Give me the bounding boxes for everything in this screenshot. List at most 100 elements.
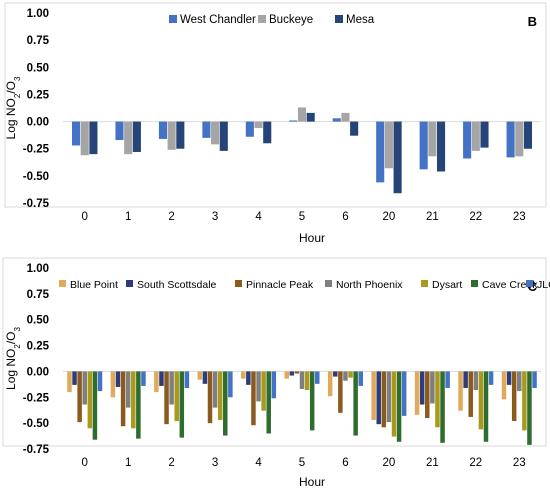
legend-label: Cave Creek xyxy=(482,279,538,291)
bar xyxy=(428,121,437,157)
bar xyxy=(445,371,450,388)
bar xyxy=(87,371,93,429)
x-tick-label: 0 xyxy=(82,211,88,223)
bar xyxy=(333,371,338,377)
bar xyxy=(376,371,381,425)
y-axis-title: Log NO2/O3 xyxy=(4,76,22,139)
bar xyxy=(202,371,208,384)
bar xyxy=(358,371,363,386)
bar xyxy=(435,371,440,428)
legend-swatch xyxy=(169,15,177,23)
bar xyxy=(419,121,428,170)
x-tick-label: 20 xyxy=(383,457,396,469)
bar xyxy=(120,371,126,427)
bar xyxy=(228,371,233,398)
bar xyxy=(207,371,213,424)
y-axis-title-subscript: 3 xyxy=(13,326,22,331)
legend-label: JLG xyxy=(537,279,550,291)
bar xyxy=(532,371,537,388)
bar xyxy=(136,371,141,439)
bar xyxy=(169,371,174,405)
x-tick-label: 0 xyxy=(82,457,88,469)
y-tick-label: 0.50 xyxy=(27,62,49,74)
legend-label: South Scottsdale xyxy=(137,279,217,291)
legend-swatch xyxy=(235,280,242,287)
bar xyxy=(309,371,315,431)
legend-swatch xyxy=(471,280,478,287)
bar xyxy=(332,118,341,122)
bar xyxy=(463,371,468,388)
bar xyxy=(176,121,185,149)
bar xyxy=(471,121,480,151)
bar xyxy=(89,121,98,155)
bar xyxy=(261,371,266,411)
y-axis-title-subscript: 2 xyxy=(13,344,22,349)
x-tick-label: 21 xyxy=(426,457,439,469)
bar xyxy=(211,121,220,145)
bar xyxy=(132,121,141,152)
bar xyxy=(483,371,489,442)
legend-label: Blue Point xyxy=(70,279,118,291)
bar xyxy=(341,112,350,122)
bar xyxy=(245,121,254,137)
bar xyxy=(110,371,116,398)
bar xyxy=(179,371,185,438)
legend-swatch xyxy=(258,15,266,23)
bar xyxy=(219,121,228,151)
bar xyxy=(506,371,512,385)
chart-panel-b: 1.000.750.500.250.00-0.25-0.50-0.750 1 2 3 4… xyxy=(4,2,547,245)
bar xyxy=(315,371,320,384)
x-tick-label: 2 xyxy=(168,457,174,469)
bar xyxy=(197,371,203,380)
legend-label: Dysart xyxy=(432,279,462,291)
legend-label: Buckeye xyxy=(269,14,313,26)
bar xyxy=(419,371,425,405)
x-tick-label: 6 xyxy=(342,457,348,469)
bar xyxy=(256,371,261,402)
bar xyxy=(71,121,81,146)
y-tick-label: -0.50 xyxy=(23,171,49,183)
bar xyxy=(80,121,89,156)
bar xyxy=(371,371,376,421)
bar xyxy=(488,371,494,385)
y-tick-label: 0.25 xyxy=(27,89,50,101)
bar xyxy=(348,371,353,378)
x-tick-label: 3 xyxy=(212,211,218,223)
bar xyxy=(271,371,277,399)
legend-label: Pinnacle Peak xyxy=(246,279,314,291)
bar xyxy=(251,371,256,426)
x-tick-label: 21 xyxy=(426,211,439,223)
legend-label: Mesa xyxy=(346,14,375,26)
bar xyxy=(284,371,289,379)
bar xyxy=(401,371,407,416)
bar xyxy=(306,112,315,122)
y-tick-label: 1.00 xyxy=(27,263,49,275)
y-axis-title: Log NO2/O3 xyxy=(4,326,22,389)
legend-swatch xyxy=(421,280,428,287)
plot-frame xyxy=(4,2,547,208)
y-axis-title-part: Log NO xyxy=(4,349,18,390)
y-tick-label: 1.00 xyxy=(27,8,49,20)
x-tick-label: 3 xyxy=(212,457,218,469)
legend-label: West Chandler xyxy=(180,14,256,26)
bar xyxy=(97,371,103,392)
bar xyxy=(158,121,167,139)
bar xyxy=(338,371,343,413)
x-tick-label: 4 xyxy=(255,457,262,469)
bar xyxy=(501,371,507,400)
y-tick-label: 0.75 xyxy=(27,35,50,47)
bar xyxy=(478,371,484,430)
y-axis-title-part: /O xyxy=(4,331,18,344)
y-tick-label: 0.50 xyxy=(27,315,49,327)
x-tick-label: 20 xyxy=(383,211,396,223)
bar xyxy=(511,371,517,422)
bar xyxy=(304,371,310,391)
bar xyxy=(72,371,77,385)
y-tick-label: -0.25 xyxy=(23,144,50,156)
bar xyxy=(468,371,473,417)
legend-swatch xyxy=(335,15,343,23)
bar xyxy=(437,121,446,172)
x-tick-label: 6 xyxy=(342,211,348,223)
y-tick-label: 0.00 xyxy=(27,117,49,129)
bar xyxy=(246,371,251,385)
